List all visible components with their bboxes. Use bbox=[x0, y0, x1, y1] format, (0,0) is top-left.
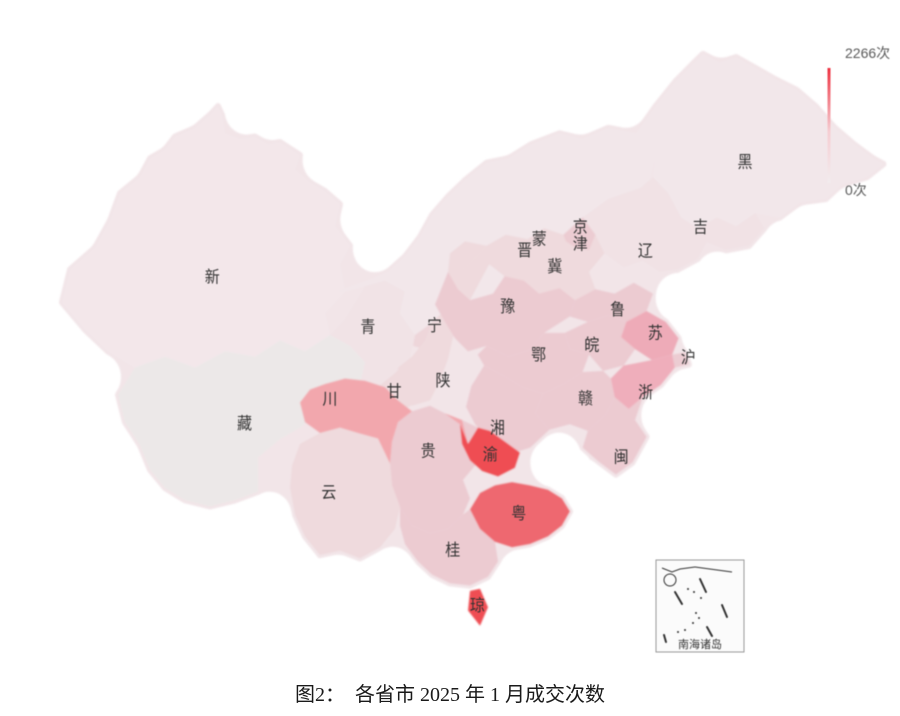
svg-text:藏: 藏 bbox=[237, 415, 252, 434]
svg-text:豫: 豫 bbox=[500, 298, 515, 317]
svg-text:桂: 桂 bbox=[445, 541, 460, 560]
svg-text:浙: 浙 bbox=[638, 383, 653, 402]
svg-text:蒙: 蒙 bbox=[532, 230, 547, 249]
svg-text:苏: 苏 bbox=[648, 324, 663, 343]
svg-text:吉: 吉 bbox=[693, 218, 708, 237]
svg-text:2266次: 2266次 bbox=[845, 45, 890, 61]
svg-text:琼: 琼 bbox=[470, 596, 485, 615]
svg-text:青: 青 bbox=[360, 318, 375, 337]
svg-text:渝: 渝 bbox=[483, 446, 498, 465]
svg-text:黑: 黑 bbox=[737, 154, 752, 172]
svg-text:鄂: 鄂 bbox=[531, 346, 546, 365]
svg-text:皖: 皖 bbox=[584, 336, 599, 355]
svg-text:辽: 辽 bbox=[638, 242, 653, 261]
svg-text:0次: 0次 bbox=[845, 182, 867, 198]
svg-text:沪: 沪 bbox=[681, 349, 696, 368]
svg-text:新: 新 bbox=[205, 268, 220, 287]
svg-text:京: 京 bbox=[573, 218, 588, 237]
svg-text:贵: 贵 bbox=[421, 442, 436, 461]
svg-text:赣: 赣 bbox=[578, 389, 593, 408]
svg-text:甘: 甘 bbox=[387, 383, 402, 402]
svg-text:粤: 粤 bbox=[511, 503, 526, 523]
svg-text:冀: 冀 bbox=[547, 258, 562, 277]
svg-text:晋: 晋 bbox=[517, 241, 532, 260]
svg-text:南海诸岛: 南海诸岛 bbox=[678, 637, 722, 651]
svg-text:津: 津 bbox=[573, 235, 588, 254]
svg-text:湘: 湘 bbox=[490, 419, 505, 438]
svg-text:云: 云 bbox=[321, 485, 336, 503]
svg-text:川: 川 bbox=[322, 391, 337, 409]
svg-text:陕: 陕 bbox=[435, 371, 450, 390]
svg-text:宁: 宁 bbox=[427, 316, 442, 335]
svg-text:鲁: 鲁 bbox=[610, 300, 625, 319]
svg-text:闽: 闽 bbox=[614, 448, 629, 467]
